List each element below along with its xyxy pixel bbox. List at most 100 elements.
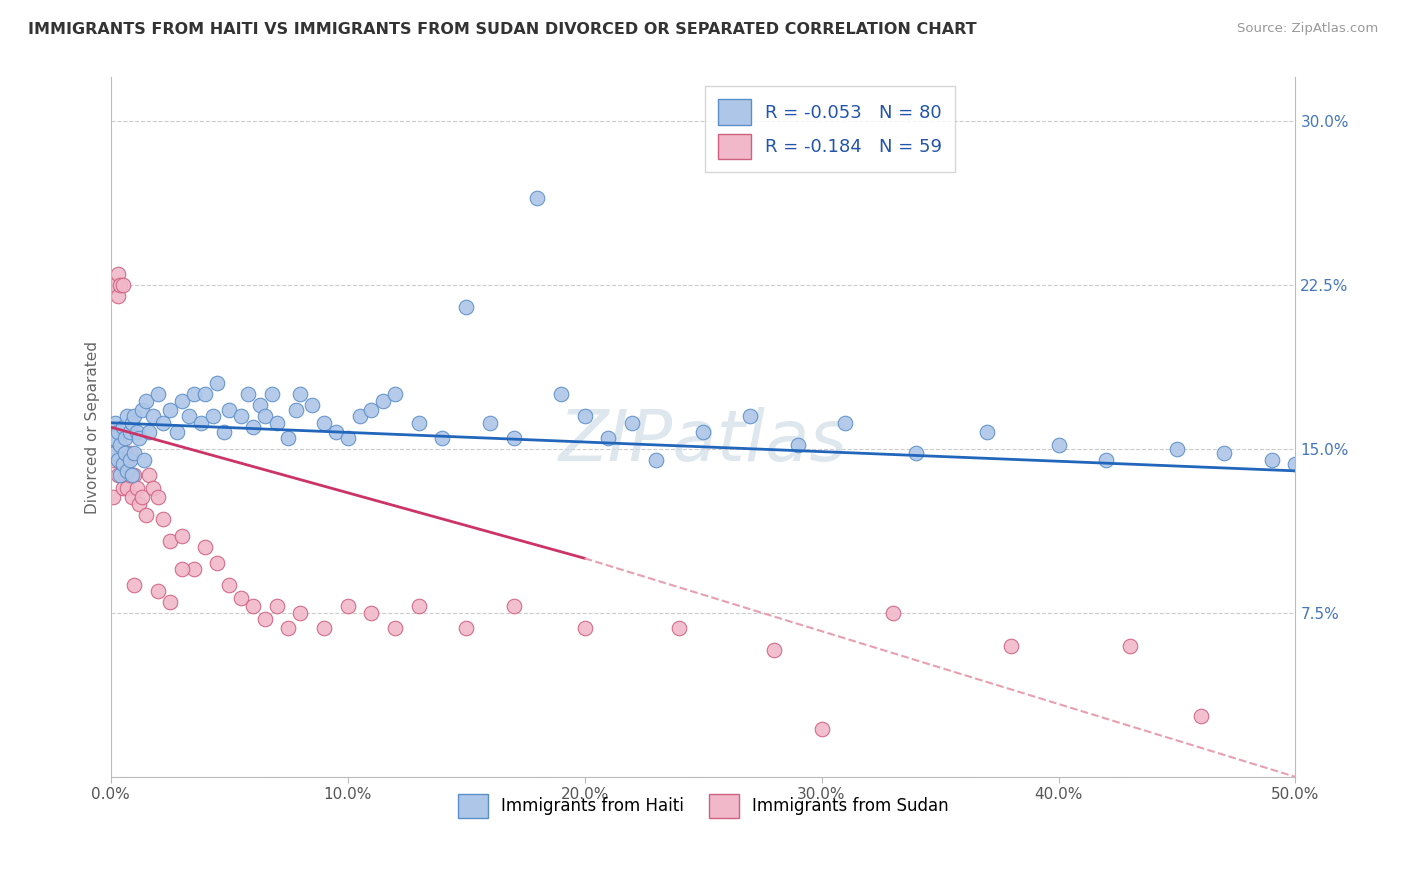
- Point: [121, 468, 143, 483]
- Point: [159, 533, 181, 548]
- Legend: Immigrants from Haiti, Immigrants from Sudan: Immigrants from Haiti, Immigrants from S…: [451, 788, 955, 824]
- Point: [644, 453, 666, 467]
- Point: [456, 621, 478, 635]
- Point: [218, 402, 240, 417]
- Point: [218, 577, 240, 591]
- Point: [834, 416, 856, 430]
- Point: [194, 387, 217, 401]
- Point: [456, 300, 478, 314]
- Point: [1261, 453, 1284, 467]
- Point: [253, 613, 276, 627]
- Point: [114, 431, 136, 445]
- Point: [124, 577, 146, 591]
- Point: [121, 416, 143, 430]
- Point: [408, 599, 430, 614]
- Point: [242, 420, 264, 434]
- Point: [104, 446, 127, 460]
- Point: [114, 468, 136, 483]
- Point: [249, 398, 271, 412]
- Point: [125, 425, 148, 439]
- Point: [336, 599, 359, 614]
- Point: [290, 606, 312, 620]
- Point: [107, 267, 129, 281]
- Point: [574, 621, 596, 635]
- Point: [277, 431, 299, 445]
- Point: [166, 425, 188, 439]
- Point: [159, 402, 181, 417]
- Point: [598, 431, 620, 445]
- Point: [170, 393, 193, 408]
- Point: [1000, 639, 1022, 653]
- Point: [152, 512, 174, 526]
- Point: [214, 425, 236, 439]
- Point: [107, 468, 129, 483]
- Point: [1047, 437, 1070, 451]
- Point: [478, 416, 501, 430]
- Point: [128, 497, 150, 511]
- Point: [108, 437, 131, 451]
- Point: [207, 556, 229, 570]
- Point: [117, 481, 139, 495]
- Point: [384, 621, 406, 635]
- Point: [373, 393, 395, 408]
- Point: [882, 606, 904, 620]
- Point: [1118, 639, 1140, 653]
- Point: [349, 409, 371, 424]
- Point: [121, 490, 143, 504]
- Point: [201, 409, 224, 424]
- Point: [104, 446, 127, 460]
- Point: [135, 508, 157, 522]
- Point: [621, 416, 644, 430]
- Point: [976, 425, 998, 439]
- Point: [118, 446, 141, 460]
- Point: [114, 453, 136, 467]
- Text: Source: ZipAtlas.com: Source: ZipAtlas.com: [1237, 22, 1378, 36]
- Point: [107, 425, 129, 439]
- Point: [177, 409, 200, 424]
- Point: [574, 409, 596, 424]
- Point: [101, 490, 124, 504]
- Point: [107, 453, 129, 467]
- Point: [128, 431, 150, 445]
- Point: [117, 409, 139, 424]
- Point: [384, 387, 406, 401]
- Point: [131, 402, 153, 417]
- Text: IMMIGRANTS FROM HAITI VS IMMIGRANTS FROM SUDAN DIVORCED OR SEPARATED CORRELATION: IMMIGRANTS FROM HAITI VS IMMIGRANTS FROM…: [28, 22, 977, 37]
- Point: [1189, 708, 1212, 723]
- Point: [146, 584, 169, 599]
- Point: [108, 468, 131, 483]
- Point: [108, 278, 131, 293]
- Point: [236, 387, 259, 401]
- Point: [360, 606, 382, 620]
- Point: [266, 599, 288, 614]
- Point: [277, 621, 299, 635]
- Point: [152, 416, 174, 430]
- Point: [194, 541, 217, 555]
- Point: [124, 446, 146, 460]
- Point: [183, 387, 205, 401]
- Point: [526, 191, 548, 205]
- Point: [124, 409, 146, 424]
- Point: [170, 562, 193, 576]
- Point: [260, 387, 283, 401]
- Point: [117, 464, 139, 478]
- Point: [668, 621, 690, 635]
- Point: [111, 446, 134, 460]
- Point: [111, 458, 134, 472]
- Point: [111, 481, 134, 495]
- Point: [108, 453, 131, 467]
- Point: [360, 402, 382, 417]
- Point: [284, 402, 307, 417]
- Point: [125, 481, 148, 495]
- Y-axis label: Divorced or Separated: Divorced or Separated: [86, 341, 100, 514]
- Point: [104, 416, 127, 430]
- Point: [104, 278, 127, 293]
- Point: [408, 416, 430, 430]
- Point: [550, 387, 572, 401]
- Point: [266, 416, 288, 430]
- Point: [1095, 453, 1118, 467]
- Point: [290, 387, 312, 401]
- Point: [124, 468, 146, 483]
- Point: [740, 409, 762, 424]
- Point: [432, 431, 454, 445]
